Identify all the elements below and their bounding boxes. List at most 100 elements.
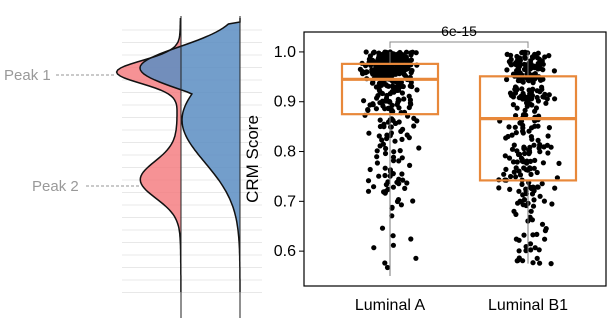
- density-left-area: [116, 18, 181, 292]
- data-point: [387, 70, 393, 77]
- data-point: [391, 53, 397, 59]
- box-luminal-a: [340, 62, 440, 116]
- data-point: [527, 158, 534, 164]
- data-point: [390, 233, 396, 239]
- data-point: [548, 144, 554, 150]
- peak-1-label: Peak 1: [4, 67, 51, 84]
- data-point: [390, 154, 397, 160]
- data-point: [539, 84, 545, 90]
- data-point: [385, 186, 391, 192]
- data-point: [552, 185, 558, 191]
- data-point: [524, 103, 530, 109]
- y-tick-label: 1.0: [274, 44, 296, 61]
- data-point: [384, 92, 390, 99]
- data-point: [531, 165, 537, 171]
- data-point: [528, 171, 534, 177]
- data-point: [548, 261, 554, 267]
- data-point: [382, 260, 388, 266]
- data-point: [376, 85, 382, 91]
- data-point: [407, 162, 413, 168]
- data-point: [529, 96, 535, 102]
- peak-1-annotation: Peak 1: [4, 67, 116, 84]
- data-point: [523, 248, 529, 254]
- data-point: [388, 65, 394, 71]
- data-point: [411, 115, 417, 121]
- data-point: [520, 96, 526, 102]
- data-point: [516, 168, 522, 174]
- data-point: [399, 136, 405, 142]
- data-point: [382, 165, 388, 171]
- data-point: [394, 179, 400, 185]
- data-point: [519, 49, 526, 56]
- data-point: [536, 247, 542, 253]
- data-point: [394, 198, 401, 205]
- data-point: [397, 57, 403, 64]
- data-point: [545, 133, 551, 139]
- data-point: [389, 109, 395, 115]
- data-point: [515, 66, 521, 73]
- data-point: [398, 202, 404, 208]
- data-point: [534, 184, 541, 190]
- data-point: [374, 154, 380, 160]
- data-point: [516, 58, 522, 64]
- data-point: [540, 160, 547, 166]
- data-point: [394, 87, 400, 93]
- density-right-area: [140, 18, 240, 292]
- data-point: [528, 208, 534, 214]
- data-point: [405, 65, 411, 71]
- peak-2-annotation: Peak 2: [32, 178, 140, 195]
- data-point: [370, 50, 376, 56]
- data-point: [510, 159, 517, 165]
- data-point: [514, 105, 520, 111]
- y-tick-label: 0.9: [274, 94, 296, 111]
- data-point: [540, 94, 546, 100]
- data-point: [413, 50, 419, 56]
- data-point: [534, 55, 541, 61]
- data-point: [408, 236, 414, 242]
- x-tick-label-luminal-a: Luminal A: [355, 297, 426, 314]
- data-point: [537, 143, 543, 149]
- data-point: [513, 113, 519, 119]
- data-point: [551, 68, 558, 74]
- data-point: [534, 255, 540, 261]
- data-point: [407, 97, 413, 103]
- data-point: [534, 94, 540, 101]
- data-point: [540, 76, 546, 82]
- data-point: [363, 49, 369, 55]
- significance-bracket: 6e-15: [389, 23, 529, 48]
- data-points: [357, 49, 562, 271]
- data-point: [501, 171, 507, 177]
- data-point: [546, 92, 552, 98]
- data-point: [530, 232, 536, 238]
- data-point: [527, 149, 533, 155]
- data-point: [529, 102, 535, 108]
- data-point: [396, 68, 402, 74]
- data-point: [377, 70, 383, 76]
- data-point: [504, 67, 510, 73]
- data-point: [377, 143, 383, 149]
- data-point: [536, 61, 542, 67]
- data-point: [527, 241, 534, 247]
- data-point: [520, 192, 526, 198]
- data-point: [382, 106, 388, 112]
- data-point: [383, 182, 389, 188]
- data-point: [516, 237, 522, 243]
- data-point: [533, 105, 540, 111]
- data-point: [554, 175, 561, 181]
- data-point: [496, 185, 502, 191]
- data-point: [396, 119, 402, 125]
- data-point: [379, 137, 385, 143]
- data-point: [365, 107, 371, 113]
- data-point: [389, 102, 395, 108]
- y-tick-label: 0.6: [274, 243, 296, 260]
- data-point: [377, 117, 383, 123]
- data-point: [532, 245, 538, 251]
- data-point: [513, 130, 519, 136]
- data-point: [369, 69, 375, 76]
- data-point: [537, 89, 543, 95]
- data-point: [404, 132, 410, 138]
- data-point: [506, 124, 512, 130]
- data-point: [523, 112, 529, 118]
- density-panel: Peak 1 Peak 2: [4, 16, 262, 318]
- data-point: [529, 136, 535, 142]
